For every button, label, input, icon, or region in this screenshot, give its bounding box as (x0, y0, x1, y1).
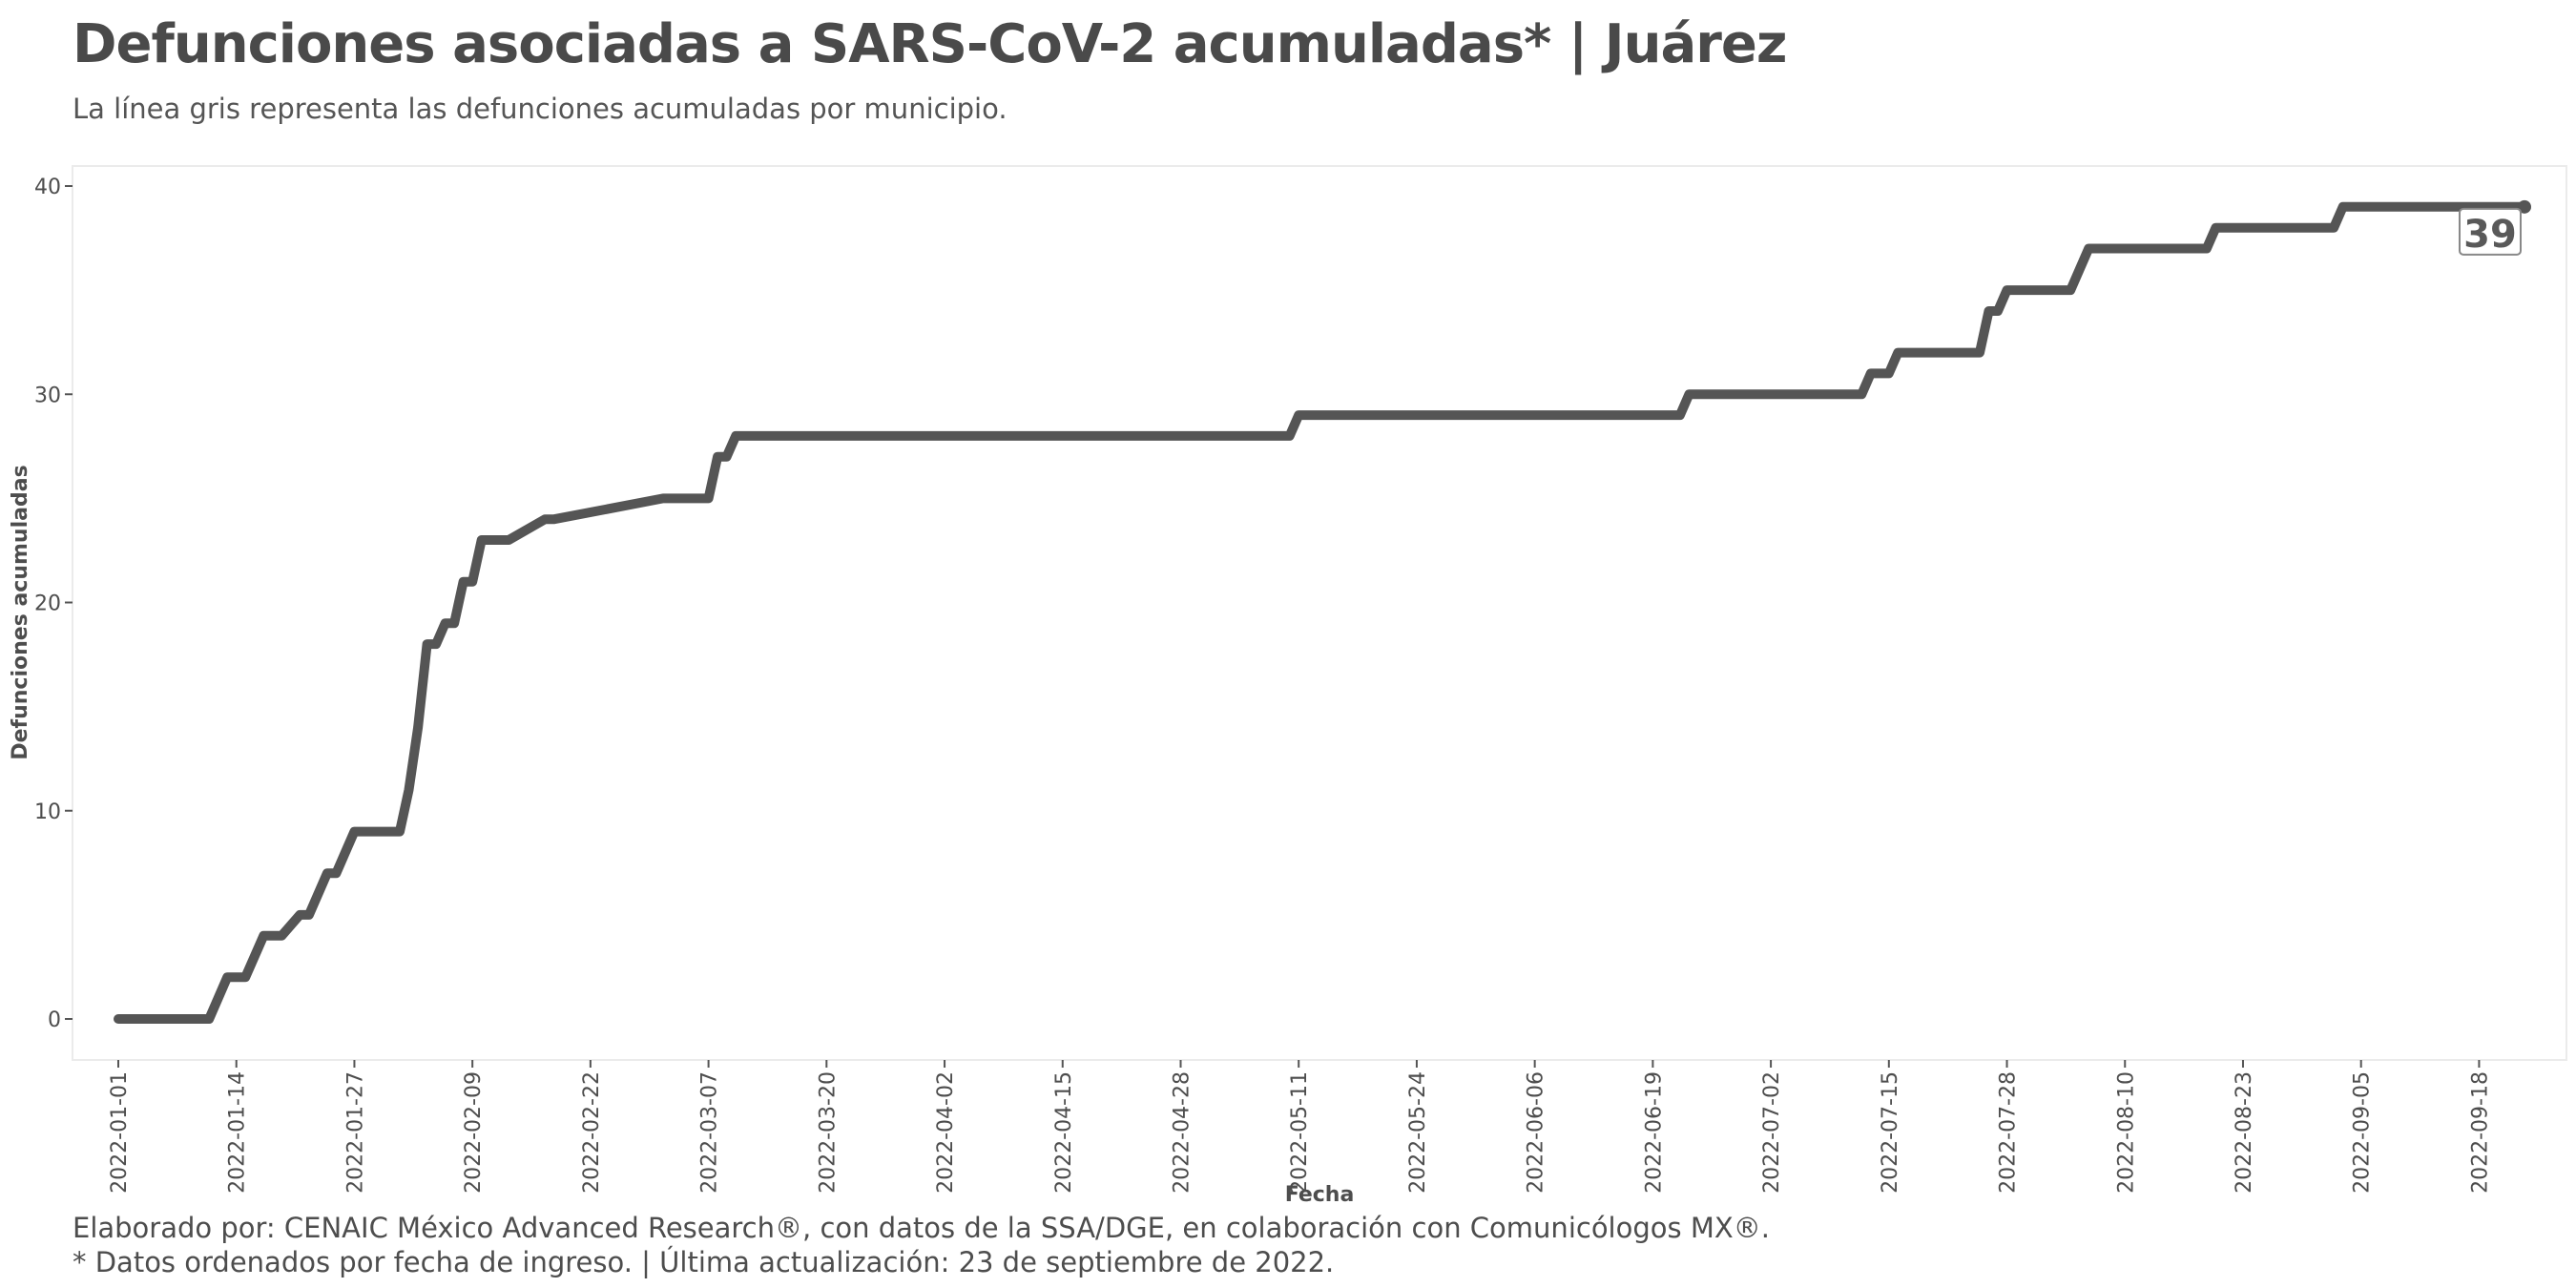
series-layer: 39 (114, 199, 2531, 1024)
x-tick-label: 2022-03-07 (698, 1071, 722, 1194)
x-tick-label: 2022-07-02 (1760, 1071, 1784, 1194)
x-tick-label: 2022-04-28 (1170, 1071, 1194, 1194)
y-axis: 0 10 20 30 40 (34, 176, 73, 1032)
y-tick-label: 0 (48, 1008, 61, 1032)
cumulative-deaths-line-chart: 0 10 20 30 40 2022-01-01 2022-01-14 2022-01-27… (9, 165, 2567, 1207)
footer-credits: Elaborado por: CENAIC México Advanced Re… (73, 1212, 1770, 1244)
x-tick-label: 2022-07-28 (1997, 1071, 2021, 1194)
end-value-label: 39 (2463, 213, 2517, 257)
series-end-point (2518, 199, 2531, 214)
page-subtitle: La línea gris representa las defunciones… (73, 93, 1008, 125)
x-tick-label: 2022-05-11 (1288, 1071, 1312, 1194)
y-tick-label: 10 (34, 800, 61, 824)
y-axis-title: Defunciones acumuladas (9, 465, 32, 759)
x-tick-label: 2022-04-15 (1052, 1071, 1076, 1194)
x-axis: 2022-01-01 2022-01-14 2022-01-27 2022-02-09… (108, 1060, 2492, 1194)
x-tick-label: 2022-04-02 (934, 1071, 958, 1194)
x-tick-label: 2022-01-01 (108, 1071, 132, 1194)
x-tick-label: 2022-07-15 (1879, 1071, 1902, 1194)
x-tick-label: 2022-09-18 (2468, 1071, 2492, 1194)
end-value-label-box (2459, 207, 2522, 256)
y-tick-label: 30 (34, 384, 61, 407)
x-tick-label: 2022-01-27 (343, 1071, 367, 1194)
x-tick-label: 2022-05-24 (1406, 1071, 1430, 1194)
footer-note: * Datos ordenados por fecha de ingreso. … (73, 1246, 1335, 1278)
page-title: Defunciones asociadas a SARS-CoV-2 acumu… (73, 13, 1787, 75)
x-tick-label: 2022-06-06 (1525, 1071, 1548, 1194)
y-tick-label: 40 (34, 176, 61, 199)
x-tick-label: 2022-01-14 (226, 1071, 250, 1194)
x-tick-label: 2022-03-20 (816, 1071, 840, 1194)
x-tick-label: 2022-08-10 (2114, 1071, 2138, 1194)
y-tick-label: 20 (34, 592, 61, 616)
series-line (114, 201, 2529, 1024)
x-tick-label: 2022-06-19 (1642, 1071, 1666, 1194)
x-tick-label: 2022-08-23 (2233, 1071, 2256, 1194)
x-tick-label: 2022-02-22 (580, 1071, 604, 1194)
x-axis-title: Fecha (1285, 1183, 1355, 1207)
x-tick-label: 2022-09-05 (2351, 1071, 2375, 1194)
plot-panel (72, 165, 2567, 1061)
x-tick-label: 2022-02-09 (462, 1071, 486, 1194)
